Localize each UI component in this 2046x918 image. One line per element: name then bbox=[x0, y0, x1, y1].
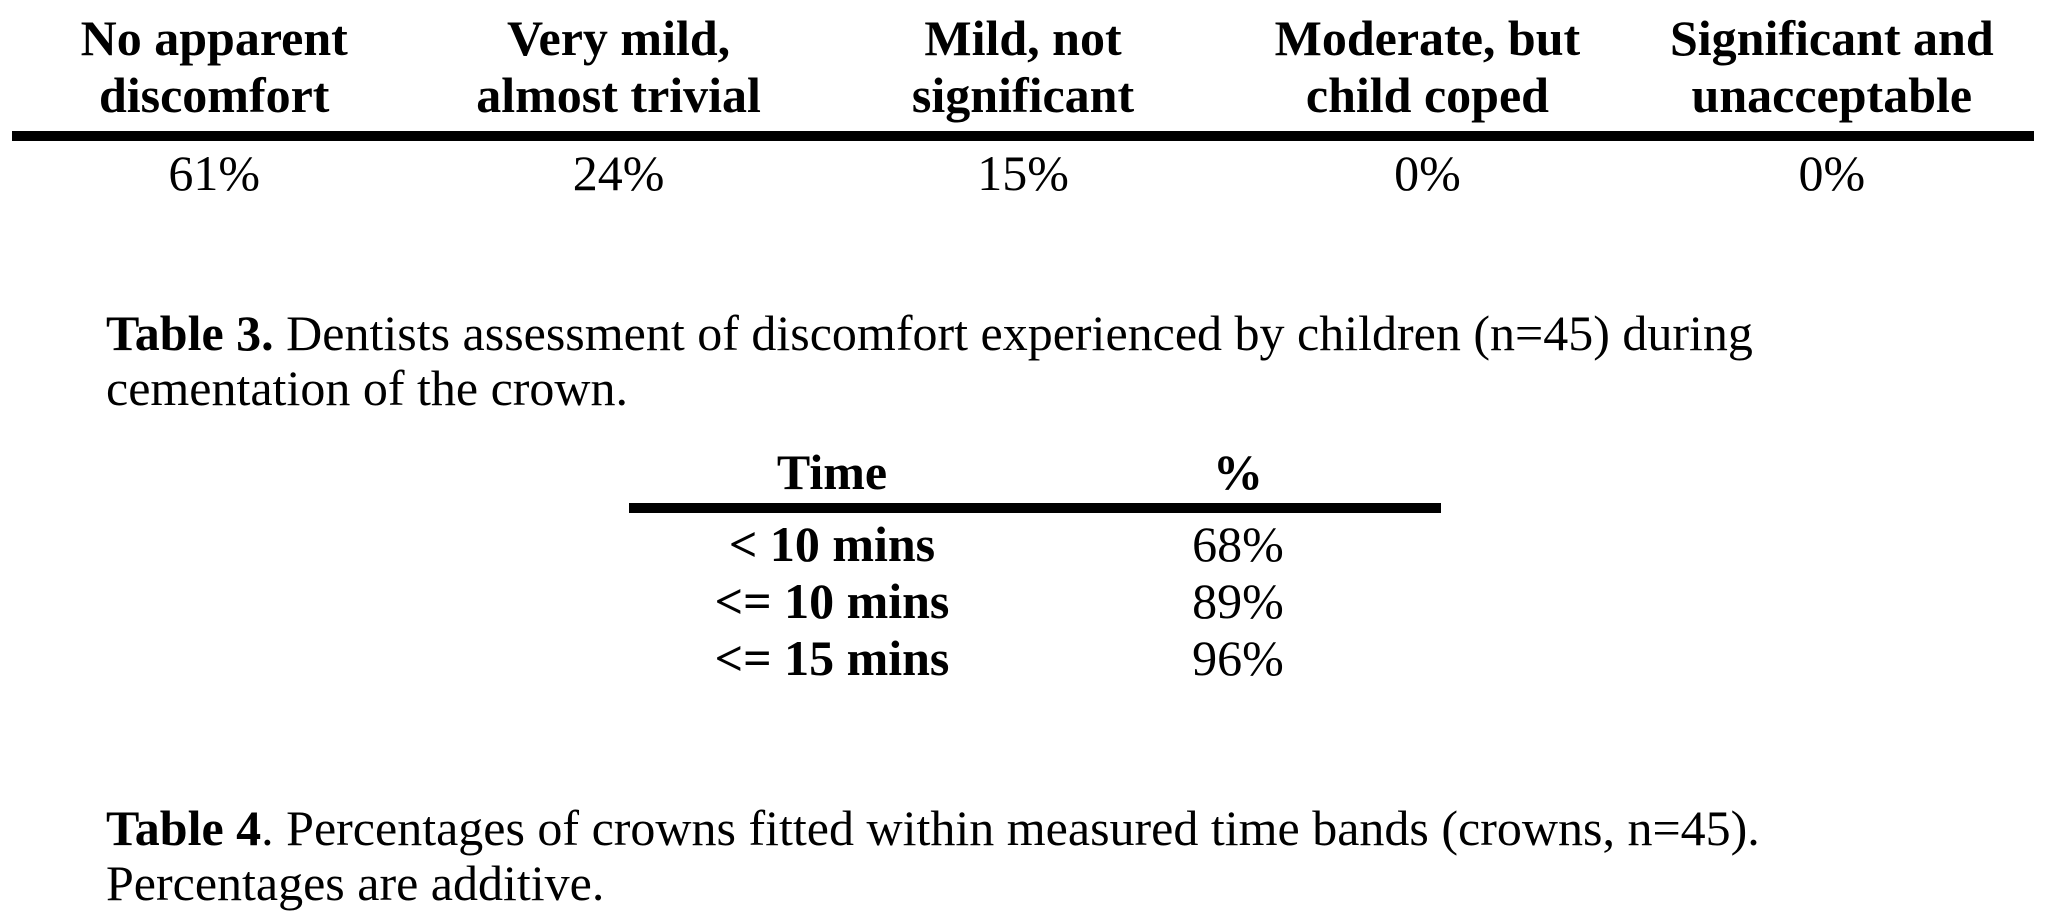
header-line: Very mild, bbox=[507, 10, 731, 66]
discomfort-table-value-row: 61% 24% 15% 0% 0% bbox=[12, 145, 2034, 202]
value-cell: 0% bbox=[1798, 145, 1866, 201]
header-line: Mild, not bbox=[924, 10, 1122, 66]
header-cell-moderate-coped: Moderate, but child coped bbox=[1225, 10, 1629, 124]
time-table: Time % < 10 mins 68% <= 10 mins 89% <= 1… bbox=[629, 444, 1441, 687]
time-table-row: <= 15 mins 96% bbox=[629, 630, 1441, 687]
percent-column-header: % bbox=[1213, 444, 1263, 500]
value-cell: 61% bbox=[168, 145, 261, 201]
table4-caption-line1: Table 4. Percentages of crowns fitted wi… bbox=[106, 801, 2046, 856]
header-cell-no-apparent-discomfort: No apparent discomfort bbox=[12, 10, 416, 124]
header-line: significant bbox=[911, 67, 1135, 123]
time-table-row: <= 10 mins 89% bbox=[629, 573, 1441, 630]
percent-cell: 89% bbox=[1192, 573, 1284, 629]
header-line: child coped bbox=[1305, 67, 1549, 123]
discomfort-table: No apparent discomfort Very mild, almost… bbox=[12, 10, 2034, 202]
table4-caption-label: Table 4 bbox=[106, 800, 262, 856]
table4-caption: Table 4. Percentages of crowns fitted wi… bbox=[106, 801, 2046, 911]
time-cell: <= 10 mins bbox=[714, 573, 950, 629]
header-line: discomfort bbox=[98, 67, 330, 123]
header-line: Moderate, but bbox=[1274, 10, 1581, 66]
table4-caption-text: . Percentages of crowns fitted within me… bbox=[261, 800, 1760, 856]
header-line: No apparent bbox=[80, 10, 348, 66]
time-table-row: < 10 mins 68% bbox=[629, 516, 1441, 573]
time-table-header-row: Time % bbox=[629, 444, 1441, 501]
percent-cell: 96% bbox=[1192, 630, 1284, 686]
discomfort-table-header-row: No apparent discomfort Very mild, almost… bbox=[12, 10, 2034, 124]
table4-caption-line2: Percentages are additive. bbox=[106, 855, 605, 911]
table3-caption: Table 3. Dentists assessment of discomfo… bbox=[106, 306, 2046, 416]
header-line: Significant and bbox=[1669, 10, 1994, 66]
value-cell: 0% bbox=[1394, 145, 1461, 201]
header-cell-significant-unacceptable: Significant and unacceptable bbox=[1630, 10, 2034, 124]
time-column-header: Time bbox=[776, 444, 888, 500]
header-line: unacceptable bbox=[1691, 67, 1973, 123]
table3-caption-line2: cementation of the crown. bbox=[106, 360, 629, 416]
table3-caption-label: Table 3. bbox=[106, 305, 274, 361]
value-cell: 15% bbox=[977, 145, 1069, 201]
value-cell: 24% bbox=[572, 145, 665, 201]
header-cell-mild-not-significant: Mild, not significant bbox=[821, 10, 1225, 124]
time-cell: < 10 mins bbox=[728, 516, 936, 572]
table3-caption-text: Dentists assessment of discomfort experi… bbox=[273, 305, 1753, 361]
discomfort-table-header-rule bbox=[12, 131, 2034, 141]
document-page: No apparent discomfort Very mild, almost… bbox=[0, 10, 2046, 918]
time-cell: <= 15 mins bbox=[714, 630, 950, 686]
percent-cell: 68% bbox=[1192, 516, 1284, 572]
header-cell-very-mild: Very mild, almost trivial bbox=[416, 10, 820, 124]
header-line: almost trivial bbox=[476, 67, 761, 123]
table3-caption-line1: Table 3. Dentists assessment of discomfo… bbox=[106, 306, 2046, 361]
time-table-header-rule bbox=[629, 503, 1441, 513]
